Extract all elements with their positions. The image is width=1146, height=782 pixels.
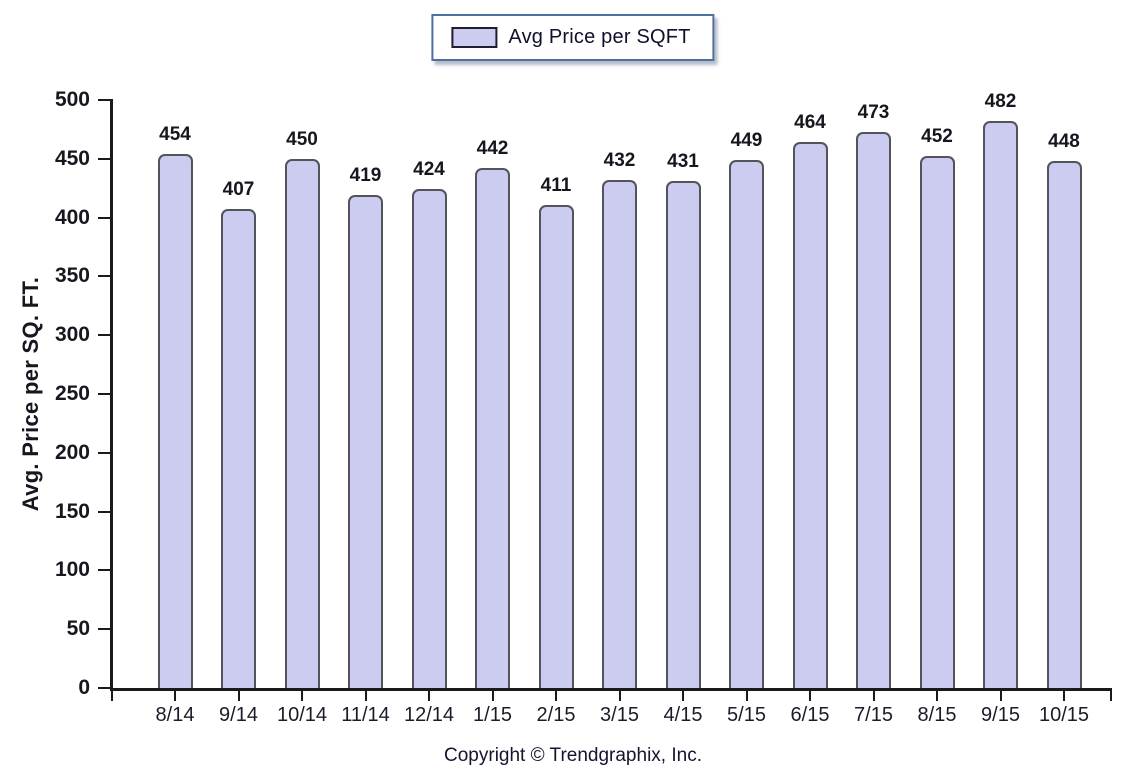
x-tick xyxy=(745,691,748,701)
legend-swatch xyxy=(451,27,498,48)
x-tick xyxy=(618,691,621,701)
x-tick-label: 8/14 xyxy=(155,704,195,726)
y-tick xyxy=(98,157,110,160)
y-tick xyxy=(98,451,110,454)
y-tick-label: 250 xyxy=(54,382,90,405)
x-tick-label: 3/15 xyxy=(600,704,639,726)
bar xyxy=(157,154,193,688)
x-tick xyxy=(555,691,557,701)
y-tick-label: 400 xyxy=(54,205,90,229)
y-tick-label: 0 xyxy=(78,676,90,699)
bar xyxy=(538,204,574,688)
x-tick-label: 1/15 xyxy=(473,704,512,726)
y-tick-label: 50 xyxy=(66,617,90,641)
bar-value-label: 464 xyxy=(794,112,826,134)
bar-value-label: 450 xyxy=(286,128,318,150)
x-tick xyxy=(301,691,303,701)
x-tick-label: 11/14 xyxy=(341,704,390,726)
bar-value-label: 452 xyxy=(921,126,953,148)
y-tick-label: 150 xyxy=(54,499,90,523)
bar-value-label: 473 xyxy=(857,101,890,123)
x-tick xyxy=(999,691,1002,701)
x-tick xyxy=(936,691,938,701)
y-tick xyxy=(98,99,110,101)
bar xyxy=(856,131,891,688)
bar xyxy=(919,156,955,688)
bar-value-label: 454 xyxy=(159,124,191,146)
y-tick-label: 350 xyxy=(54,264,90,288)
x-tick-label: 4/15 xyxy=(663,704,703,726)
bar xyxy=(411,189,447,688)
y-tick xyxy=(98,334,110,337)
bar xyxy=(665,181,701,688)
y-tick xyxy=(98,687,110,689)
y-tick-label: 300 xyxy=(54,323,90,347)
y-tick xyxy=(98,628,110,631)
bar xyxy=(221,209,256,688)
x-tick xyxy=(237,691,240,701)
x-axis-line xyxy=(110,688,1112,691)
bar xyxy=(284,158,320,688)
x-axis-end-tick xyxy=(1110,691,1112,701)
x-tick-label: 9/14 xyxy=(219,704,258,726)
bar-value-label: 431 xyxy=(667,151,699,173)
bar xyxy=(348,195,383,688)
x-tick xyxy=(364,691,367,701)
x-tick xyxy=(809,691,811,701)
y-tick-label: 450 xyxy=(54,146,90,170)
bar xyxy=(1046,161,1082,688)
bar xyxy=(983,121,1018,688)
y-tick xyxy=(98,510,110,513)
y-tick-label: 200 xyxy=(54,440,90,464)
bar-value-label: 449 xyxy=(730,129,763,151)
bar xyxy=(602,179,637,688)
x-tick-label: 12/14 xyxy=(403,704,455,726)
x-tick xyxy=(491,691,494,701)
x-tick-label: 2/15 xyxy=(536,704,576,726)
y-tick xyxy=(98,216,110,219)
y-tick xyxy=(98,569,110,572)
bar-value-label: 482 xyxy=(984,91,1017,113)
copyright-text: Copyright © Trendgraphix, Inc. xyxy=(444,745,702,766)
bar xyxy=(792,142,828,688)
x-tick xyxy=(872,691,875,701)
y-tick-label: 100 xyxy=(54,558,90,582)
x-tick xyxy=(682,691,684,701)
y-tick xyxy=(98,393,110,395)
x-tick-label: 9/15 xyxy=(981,704,1020,726)
x-tick xyxy=(428,691,430,701)
bar xyxy=(729,159,764,688)
x-tick-label: 10/14 xyxy=(276,704,328,726)
legend-label: Avg Price per SQFT xyxy=(508,26,691,48)
x-axis-start-tick xyxy=(111,691,113,701)
bar-value-label: 424 xyxy=(413,159,445,181)
bar-value-label: 411 xyxy=(540,174,572,196)
x-tick-label: 7/15 xyxy=(854,704,893,726)
y-axis-line xyxy=(110,99,113,691)
legend: Avg Price per SQFT xyxy=(431,14,715,61)
y-tick xyxy=(98,275,110,278)
bar-value-label: 442 xyxy=(476,138,509,160)
bar-value-label: 407 xyxy=(222,179,255,201)
bar xyxy=(475,168,510,688)
x-tick-label: 10/15 xyxy=(1038,704,1090,726)
y-tick-label: 500 xyxy=(54,88,90,111)
bar-value-label: 432 xyxy=(603,149,636,171)
bar-value-label: 448 xyxy=(1048,131,1080,153)
x-tick xyxy=(174,691,176,701)
x-tick xyxy=(1063,691,1065,701)
x-tick-label: 8/15 xyxy=(917,704,957,726)
bar-value-label: 419 xyxy=(349,165,382,187)
x-tick-label: 5/15 xyxy=(727,704,766,726)
x-tick-label: 6/15 xyxy=(790,704,830,726)
